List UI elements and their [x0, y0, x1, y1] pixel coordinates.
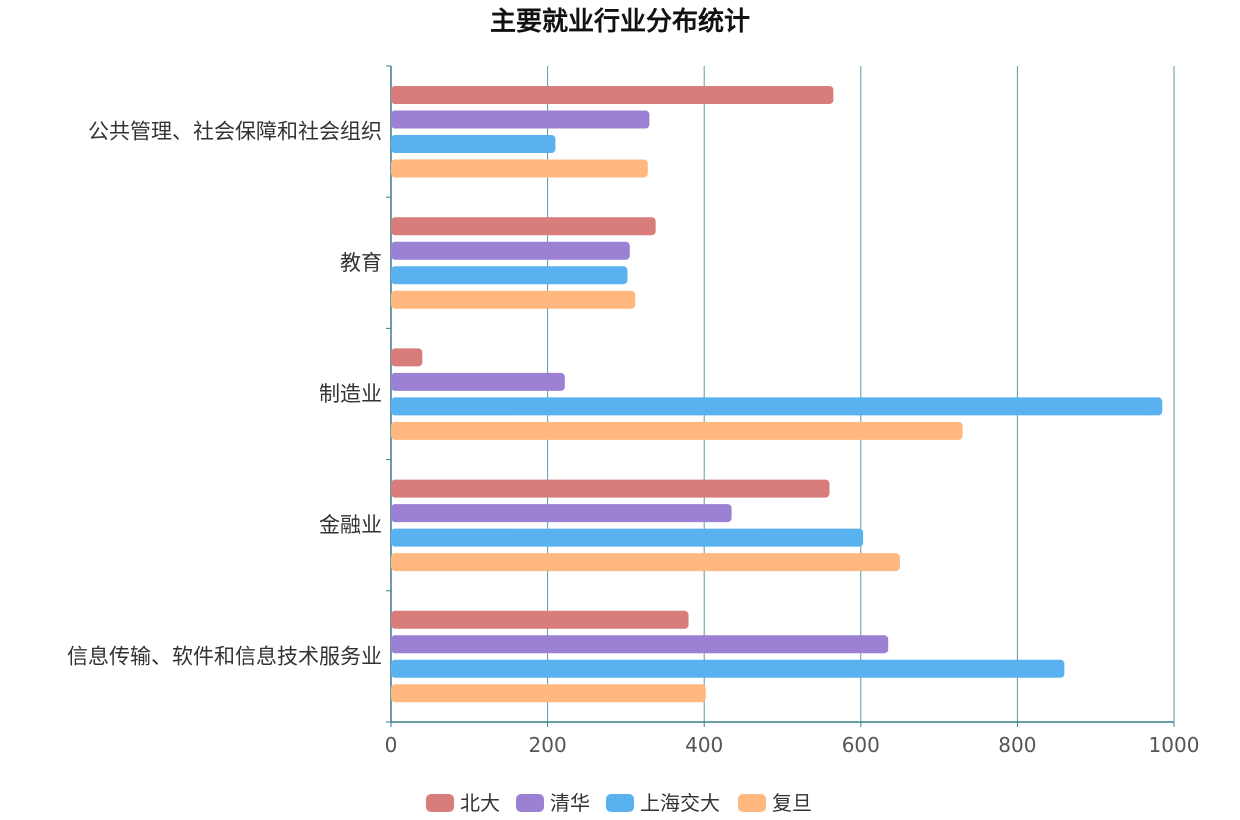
chart-title: 主要就业行业分布统计	[490, 6, 750, 37]
category-label: 信息传输、软件和信息技术服务业	[67, 644, 382, 668]
bar[interactable]	[391, 372, 565, 391]
legend-item[interactable]: 清华	[516, 791, 590, 815]
x-tick-label: 400	[685, 733, 723, 757]
legend-item[interactable]: 复旦	[738, 791, 812, 815]
x-tick-label: 800	[998, 733, 1036, 757]
bar[interactable]	[391, 553, 900, 572]
bar[interactable]	[391, 159, 648, 178]
bar[interactable]	[391, 266, 628, 285]
category-label: 公共管理、社会保障和社会组织	[88, 120, 382, 144]
legend[interactable]: 北大 清华 上海交大 复旦	[426, 791, 812, 815]
bar[interactable]	[391, 479, 830, 498]
bar[interactable]	[391, 659, 1065, 678]
x-tick-label: 200	[529, 733, 567, 757]
legend-label: 复旦	[772, 791, 812, 815]
bar[interactable]	[391, 421, 963, 440]
bar[interactable]	[391, 504, 732, 523]
legend-swatch	[738, 794, 766, 812]
legend-label: 北大	[460, 791, 500, 815]
bar[interactable]	[391, 528, 864, 547]
legend-label: 清华	[550, 791, 590, 815]
legend-label: 上海交大	[640, 791, 720, 815]
x-tick-label: 0	[385, 733, 398, 757]
legend-swatch	[516, 794, 544, 812]
bar[interactable]	[391, 610, 689, 629]
x-tick-labels: 0 200 400 600 800 1000	[385, 733, 1200, 757]
bar[interactable]	[391, 397, 1163, 416]
bar[interactable]	[391, 86, 834, 104]
x-tick-label: 600	[842, 733, 880, 757]
bar[interactable]	[391, 217, 656, 236]
bar[interactable]	[391, 135, 556, 153]
x-tick-label: 1000	[1149, 733, 1200, 757]
bar[interactable]	[391, 635, 889, 654]
category-label: 教育	[340, 251, 382, 275]
bar[interactable]	[391, 684, 706, 703]
axes	[386, 65, 1175, 727]
bar[interactable]	[391, 290, 636, 309]
bar[interactable]	[391, 110, 650, 129]
bars	[391, 86, 1163, 703]
legend-item[interactable]: 上海交大	[606, 791, 720, 815]
legend-swatch	[606, 794, 634, 812]
category-label: 金融业	[319, 513, 382, 537]
bar[interactable]	[391, 241, 630, 260]
legend-item[interactable]: 北大	[426, 791, 500, 815]
category-label: 制造业	[319, 382, 382, 406]
legend-swatch	[426, 794, 454, 812]
bar[interactable]	[391, 348, 423, 367]
